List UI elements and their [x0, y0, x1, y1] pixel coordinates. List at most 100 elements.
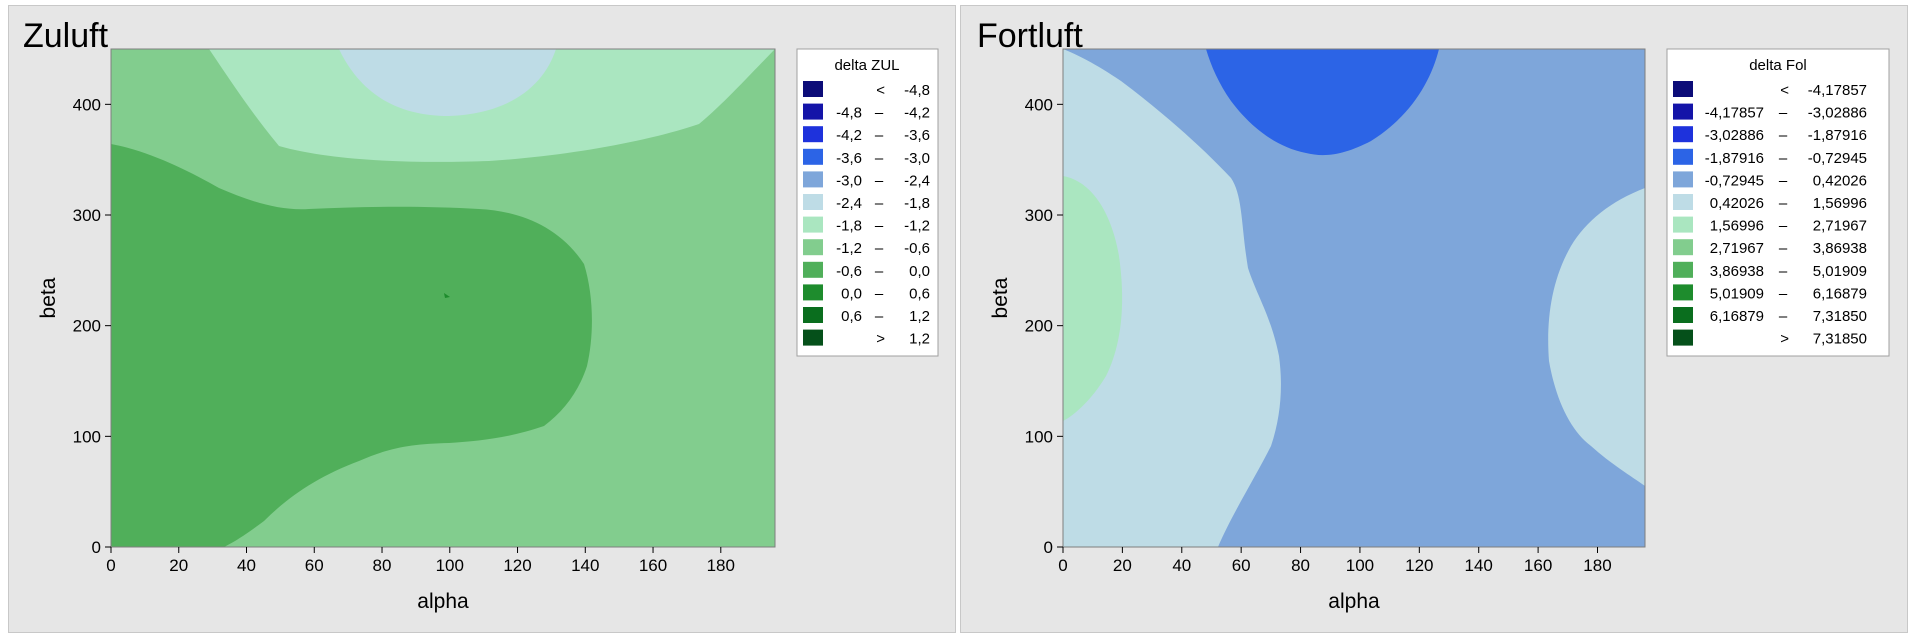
legend-dash: –: [1779, 105, 1788, 122]
legend-swatch: [1673, 148, 1693, 165]
legend-upper: -0,72945: [1808, 150, 1867, 167]
x-tick-label: 140: [571, 556, 599, 575]
y-tick-label: 300: [1025, 206, 1053, 225]
legend-upper: -4,8: [904, 82, 930, 99]
legend-lower: -4,2: [836, 127, 862, 144]
y-tick-label: 0: [92, 538, 101, 557]
legend-swatch: [803, 194, 823, 210]
contour-region-band-5: [1063, 49, 1281, 547]
legend-lower: -0,72945: [1705, 172, 1764, 189]
y-tick-label: 200: [73, 317, 101, 336]
chart-title: Zuluft: [23, 17, 109, 55]
x-axis-label: alpha: [417, 590, 469, 613]
legend-lower: 6,16879: [1710, 308, 1764, 325]
legend-dash: –: [1779, 195, 1788, 212]
x-tick-label: 160: [639, 556, 667, 575]
legend-lower: -1,87916: [1705, 150, 1764, 167]
legend-swatch: [803, 216, 823, 233]
legend-dash: –: [1779, 308, 1788, 325]
legend-upper: -3,02886: [1808, 105, 1867, 122]
legend-swatch: [803, 261, 823, 278]
legend-lower: 0,42026: [1710, 195, 1764, 212]
legend-swatch: [1673, 81, 1693, 97]
legend-swatch: [803, 307, 823, 323]
legend-lower: -4,8: [836, 105, 862, 122]
legend-swatch: [1673, 171, 1693, 188]
legend-upper: 1,2: [909, 308, 930, 325]
legend-dash: –: [875, 150, 884, 167]
legend-swatch: [803, 171, 823, 188]
y-tick-label: 100: [73, 427, 101, 446]
legend-dash: –: [1779, 218, 1788, 235]
legend-title: delta ZUL: [834, 57, 899, 74]
contour-region-band-6: [1063, 176, 1123, 421]
fortluft-chart: Fortluft 0 20 40 60 80 100 120 140 160 1800100200…: [977, 17, 1890, 613]
legend-upper: 0,0: [909, 263, 930, 280]
legend-upper: 2,71967: [1813, 218, 1867, 235]
legend-swatch: [803, 284, 823, 301]
y-tick-label: 100: [1025, 427, 1053, 446]
fortluft-panel: Fortluft 0 20 40 60 80 100 120 140 160 180 0 100 200…: [960, 5, 1908, 633]
legend-swatch: [803, 126, 823, 143]
legend-lower: -4,17857: [1705, 105, 1764, 122]
legend-dash: –: [875, 285, 884, 302]
contour-region-band-5: [1548, 188, 1645, 486]
legend-dash: –: [1779, 127, 1788, 144]
x-tick-label: 60: [305, 556, 324, 575]
legend-lower: 2,71967: [1710, 240, 1764, 257]
legend-symbol: >: [876, 331, 885, 348]
y-tick-label: 200: [1025, 317, 1053, 336]
axis-ticks: 0 20 40 60 80 100 120 140 160 180 0 100 200 300 400: [1025, 95, 1612, 575]
legend-upper: 7,31850: [1813, 308, 1867, 325]
legend-upper: -3,6: [904, 127, 930, 144]
legend-upper: 1,56996: [1813, 195, 1867, 212]
legend-swatch: [1673, 261, 1693, 278]
x-tick-label: 180: [1583, 556, 1611, 575]
contour-plot-area: [1063, 49, 1645, 547]
legend-symbol: <: [876, 82, 885, 99]
legend-swatch: [803, 329, 823, 346]
legend-dash: –: [875, 308, 884, 325]
legend-dash: –: [1779, 150, 1788, 167]
x-tick-label: 140: [1465, 556, 1493, 575]
legend-swatch: [1673, 329, 1693, 346]
legend-dash: –: [875, 195, 884, 212]
legend-upper: -4,17857: [1808, 82, 1867, 99]
legend-upper: -0,6: [904, 240, 930, 257]
legend-dash: –: [1779, 172, 1788, 189]
legend-upper: 1,2: [909, 331, 930, 348]
legend-swatch: [1673, 194, 1693, 210]
legend-swatch: [1673, 239, 1693, 256]
x-tick-label: 160: [1524, 556, 1552, 575]
legend-swatch: [803, 103, 823, 120]
legend-symbol: >: [1780, 331, 1789, 348]
x-tick-label: 40: [237, 556, 256, 575]
x-tick-label: 40: [1172, 556, 1191, 575]
legend-dash: –: [1779, 240, 1788, 257]
legend-swatch: [1673, 103, 1693, 120]
legend-dash: –: [875, 218, 884, 235]
legend-upper: 0,6: [909, 285, 930, 302]
x-tick-label: 120: [1405, 556, 1433, 575]
legend-upper: -1,8: [904, 195, 930, 212]
legend-lower: -0,6: [836, 263, 862, 280]
plot-frame: [1062, 48, 1646, 548]
axis-ticks: 0 20 40 60 80 100 120 140 160 180 0 100 200 300 400: [73, 95, 735, 575]
x-tick-label: 20: [1113, 556, 1132, 575]
legend-swatch: [803, 81, 823, 97]
legend-swatch: [1673, 126, 1693, 143]
x-tick-label: 180: [707, 556, 735, 575]
legend-lower: 1,56996: [1710, 218, 1764, 235]
y-axis-label: beta: [989, 277, 1012, 318]
x-axis-label: alpha: [1328, 590, 1380, 613]
legend-upper: 0,42026: [1813, 172, 1867, 189]
legend-lower: 0,6: [841, 308, 862, 325]
legend-lower: -2,4: [836, 195, 862, 212]
legend-lower: -3,6: [836, 150, 862, 167]
legend-dash: –: [1779, 263, 1788, 280]
legend-title: delta Fol: [1749, 57, 1807, 74]
legend-upper: -4,2: [904, 105, 930, 122]
x-tick-label: 80: [373, 556, 392, 575]
legend-symbol: <: [1780, 82, 1789, 99]
legend-upper: 5,01909: [1813, 263, 1867, 280]
